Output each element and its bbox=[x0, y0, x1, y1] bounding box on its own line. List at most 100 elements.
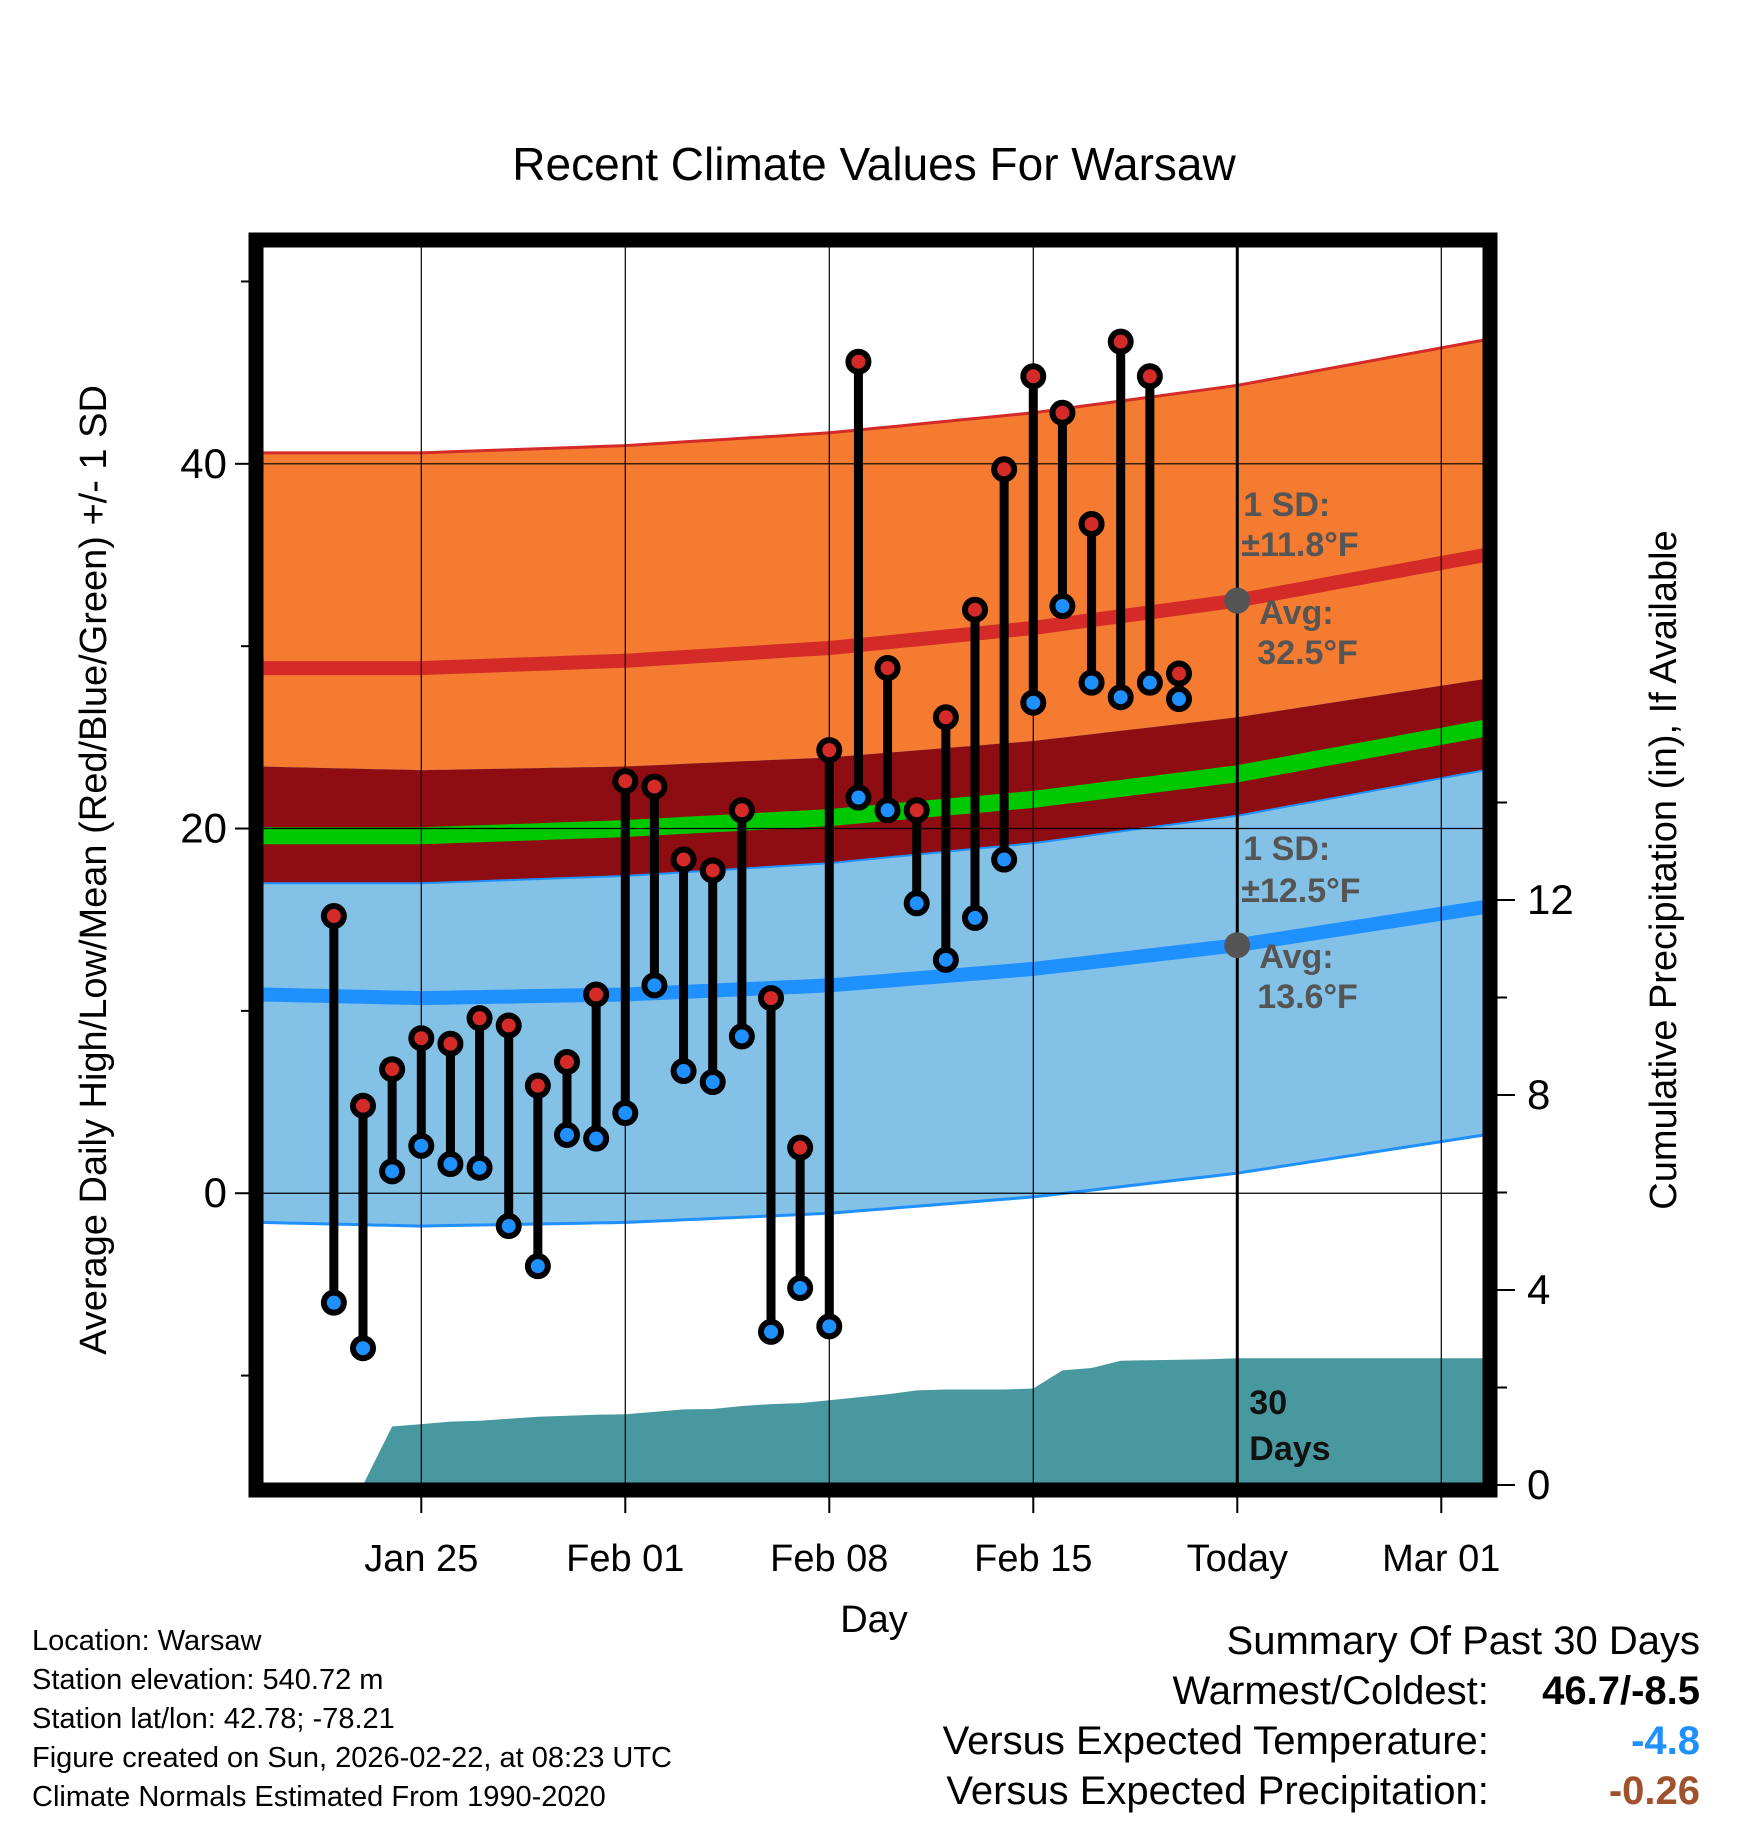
high-avg-value: 32.5°F bbox=[1257, 634, 1358, 672]
high-point bbox=[932, 704, 959, 731]
x-tick-label: Mar 01 bbox=[1382, 1538, 1500, 1580]
normal-high-line bbox=[261, 548, 1485, 676]
low-point bbox=[641, 972, 668, 999]
high-point bbox=[641, 773, 668, 800]
high-point bbox=[583, 981, 610, 1008]
low-point bbox=[962, 904, 988, 931]
low-point bbox=[612, 1100, 639, 1126]
low-point bbox=[845, 784, 872, 811]
y-tick-label: 20 bbox=[180, 805, 227, 852]
x-tick-label: Today bbox=[1187, 1538, 1288, 1580]
latlon-text: Station lat/lon: 42.78; -78.21 bbox=[32, 1703, 395, 1735]
high-point bbox=[379, 1056, 406, 1083]
high-point bbox=[320, 903, 347, 930]
low-point bbox=[524, 1253, 551, 1280]
plot-frame bbox=[248, 232, 1498, 1498]
high-point bbox=[903, 797, 930, 824]
low-point bbox=[466, 1154, 493, 1181]
created-text: Figure created on Sun, 2026-02-22, at 08… bbox=[32, 1742, 672, 1774]
elevation-text: Station elevation: 540.72 m bbox=[32, 1664, 384, 1696]
high-point bbox=[1049, 399, 1076, 426]
high-point bbox=[1078, 511, 1105, 537]
high-point bbox=[816, 737, 843, 764]
low-point bbox=[554, 1121, 580, 1148]
y-tick-label: 40 bbox=[180, 440, 227, 487]
temp-row: Versus Expected Temperature: -4.8 bbox=[943, 1716, 1700, 1766]
days-word-label: Days bbox=[1249, 1430, 1330, 1468]
low-point bbox=[495, 1213, 522, 1240]
low-point bbox=[408, 1132, 435, 1159]
low-point bbox=[320, 1289, 347, 1316]
high-point bbox=[845, 348, 872, 375]
precip-row: Versus Expected Precipitation: -0.26 bbox=[943, 1766, 1700, 1816]
low-point bbox=[991, 846, 1018, 873]
low-point bbox=[437, 1151, 464, 1178]
low-band-lower-edge bbox=[261, 1133, 1485, 1228]
low-sd-value: ±12.5°F bbox=[1241, 872, 1360, 910]
high-point bbox=[758, 985, 784, 1012]
x-axis-label: Day bbox=[840, 1599, 908, 1641]
high-band-lower-edge bbox=[261, 769, 1485, 885]
low-point bbox=[1020, 689, 1047, 716]
x-tick-label: Feb 08 bbox=[770, 1538, 888, 1580]
temp-label: Versus Expected Temperature: bbox=[942, 1719, 1489, 1763]
high-point bbox=[408, 1025, 435, 1052]
high-avg-label: Avg: bbox=[1259, 594, 1333, 632]
days-count-label: 30 bbox=[1249, 1384, 1287, 1422]
high-point bbox=[991, 456, 1018, 483]
low-point bbox=[758, 1318, 784, 1345]
low-avg-label: Avg: bbox=[1259, 938, 1333, 976]
high-point bbox=[728, 797, 755, 824]
y-axis-label: Average Daily High/Low/Mean (Red/Blue/Gr… bbox=[73, 385, 115, 1355]
low-point bbox=[699, 1069, 726, 1095]
high-sd-value: ±11.8°F bbox=[1241, 526, 1358, 564]
low-avg-marker bbox=[1224, 932, 1251, 959]
x-tick-label: Feb 15 bbox=[974, 1538, 1092, 1580]
x-tick-label: Feb 01 bbox=[566, 1538, 684, 1580]
high-avg-marker bbox=[1224, 587, 1251, 614]
low-point bbox=[874, 797, 901, 824]
low-point bbox=[1078, 669, 1105, 696]
low-point bbox=[670, 1058, 697, 1085]
warm-cold-row: Warmest/Coldest: 46.7/-8.5 bbox=[943, 1666, 1701, 1716]
normals-text: Climate Normals Estimated From 1990-2020 bbox=[32, 1781, 606, 1813]
high-point bbox=[1107, 328, 1134, 355]
low-point bbox=[379, 1158, 406, 1185]
high-point bbox=[612, 768, 639, 795]
low-point bbox=[1107, 684, 1134, 711]
high-point bbox=[874, 655, 901, 682]
high-point bbox=[1136, 363, 1163, 390]
y2-axis-label: Cumulative Precipitation (in), If Availa… bbox=[1643, 530, 1685, 1209]
high-point bbox=[670, 846, 697, 873]
warm-cold-label: Warmest/Coldest: bbox=[1172, 1669, 1489, 1713]
high-point bbox=[495, 1012, 522, 1039]
chart-title: Recent Climate Values For Warsaw bbox=[512, 138, 1236, 190]
high-sd-label: 1 SD: bbox=[1243, 486, 1330, 524]
normal-low-line bbox=[261, 899, 1485, 1006]
high-point bbox=[1020, 363, 1047, 390]
low-point bbox=[1049, 593, 1076, 620]
summary-panel: Summary Of Past 30 Days Warmest/Coldest:… bbox=[943, 1616, 1700, 1816]
precip-area bbox=[261, 1358, 1485, 1485]
low-sd-label: 1 SD: bbox=[1243, 830, 1330, 868]
y2-tick-label: 12 bbox=[1527, 876, 1574, 923]
high-point bbox=[962, 596, 988, 623]
high-point bbox=[524, 1072, 551, 1099]
low-point bbox=[787, 1275, 814, 1302]
low-point bbox=[903, 890, 930, 917]
low-point bbox=[350, 1335, 376, 1362]
high-band-upper-edge bbox=[261, 338, 1485, 455]
high-point bbox=[787, 1134, 814, 1161]
summary-title: Summary Of Past 30 Days bbox=[1226, 1619, 1700, 1663]
precip-label: Versus Expected Precipitation: bbox=[946, 1769, 1489, 1813]
y2-tick-label: 8 bbox=[1527, 1071, 1550, 1118]
low-point bbox=[1136, 669, 1163, 696]
high-point bbox=[554, 1048, 580, 1075]
temp-value: -4.8 bbox=[1631, 1719, 1700, 1763]
x-tick-label: Jan 25 bbox=[364, 1538, 478, 1580]
low-avg-value: 13.6°F bbox=[1257, 978, 1358, 1016]
y-tick-label: 0 bbox=[204, 1169, 227, 1216]
y2-tick-label: 4 bbox=[1527, 1266, 1550, 1313]
